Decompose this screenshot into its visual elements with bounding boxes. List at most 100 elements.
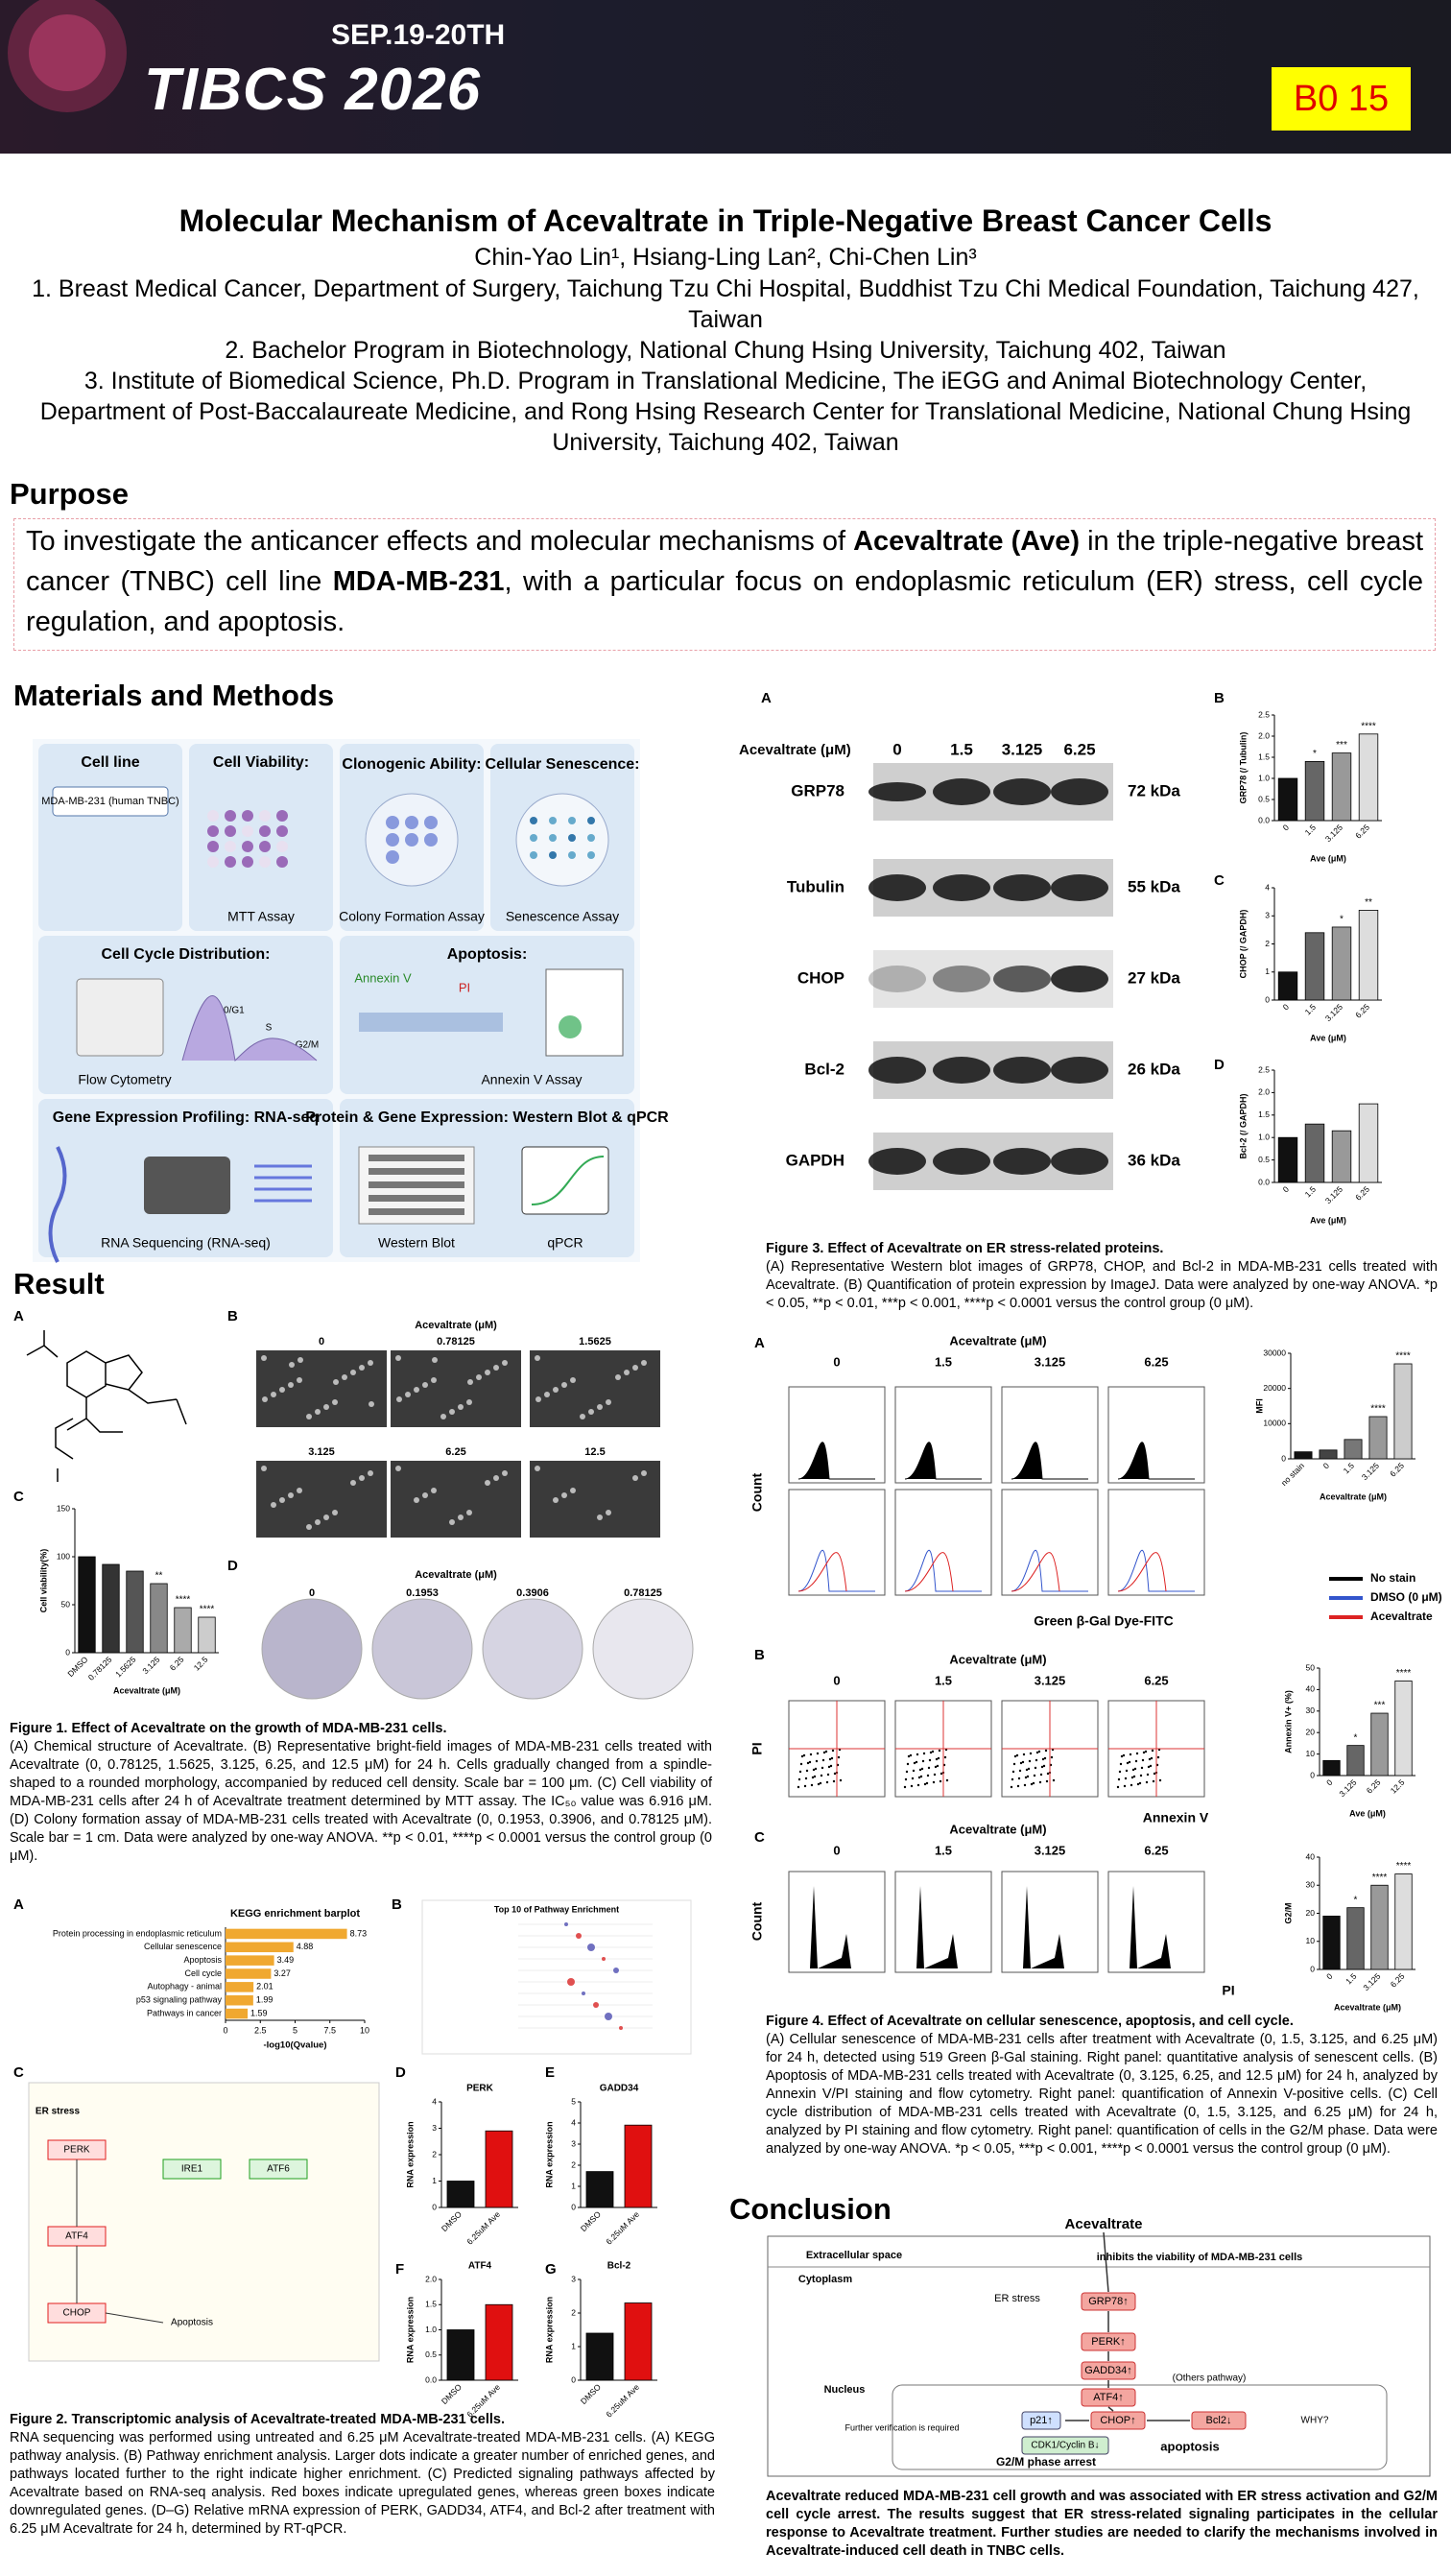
- icon: [405, 833, 418, 847]
- text: in the triple-negative breast cancer (TN…: [26, 526, 1423, 597]
- value-label: 2.01: [256, 1982, 274, 1992]
- cell: [502, 1360, 508, 1366]
- diagram-label: Acevaltrate: [1065, 2216, 1143, 2232]
- cell: [306, 1524, 312, 1530]
- y-tick-label: 1.5: [425, 2300, 437, 2309]
- cell: [306, 1414, 312, 1419]
- flow-dot: [828, 1757, 832, 1761]
- x-tick-label: 6.25: [1388, 1461, 1406, 1479]
- cell: [405, 1392, 411, 1397]
- flow-dot: [1040, 1765, 1044, 1769]
- y-tick-label: 1.0: [425, 2325, 437, 2334]
- y-tick-label: 20: [1306, 1727, 1316, 1736]
- flow-dot: [830, 1756, 834, 1760]
- x-tick-label: 0: [1281, 1002, 1292, 1013]
- y-tick-label: 0.0: [1258, 815, 1270, 824]
- label: 72 kDa: [1128, 781, 1180, 799]
- bar: [174, 1607, 192, 1654]
- cell: [342, 1374, 347, 1380]
- caption-body: (A) Representative Western blot images o…: [766, 1259, 1438, 1311]
- micrograph: [530, 1461, 660, 1538]
- cell: [422, 1382, 428, 1388]
- histogram: [1011, 1442, 1088, 1480]
- x-tick-label: 3.125: [140, 1655, 161, 1676]
- protein-box: [1090, 2411, 1146, 2430]
- bar: [1277, 1136, 1298, 1183]
- icon: [276, 856, 288, 868]
- label: Annexin V Assay: [481, 1072, 582, 1087]
- blot-band: [933, 874, 990, 901]
- icon: [369, 1155, 464, 1161]
- icon: [242, 825, 253, 837]
- header-band: [0, 0, 1451, 154]
- significance-label: ****: [1396, 1861, 1412, 1872]
- flow-dot: [1142, 1751, 1146, 1754]
- flow-dot: [915, 1760, 918, 1764]
- flow-dot: [935, 1757, 939, 1761]
- blot-band: [1051, 778, 1108, 805]
- text: To investigate the anticancer effects an…: [26, 526, 854, 557]
- flow-dot: [1147, 1765, 1151, 1769]
- y-tick-label: 1.5: [1258, 1109, 1270, 1119]
- label: Flow Cytometry: [78, 1072, 171, 1087]
- diagram-label: inhibits the viability of MDA-MB-231 cel…: [1097, 2252, 1303, 2263]
- flow-dot: [1119, 1762, 1123, 1766]
- flow-dot: [1136, 1782, 1140, 1786]
- label: Clonogenic Ability:: [342, 756, 481, 773]
- y-tick-label: 1: [571, 2341, 576, 2350]
- x-axis-label: Ave (μM): [1349, 1808, 1386, 1818]
- flow-dot: [1152, 1779, 1155, 1783]
- icon: [207, 825, 219, 837]
- bar: [126, 1570, 144, 1654]
- flow-dot: [1029, 1752, 1033, 1755]
- flow-dot: [1149, 1764, 1153, 1768]
- label: PI: [749, 1742, 765, 1754]
- x-tick-label: 6.25uM Ave: [604, 2209, 641, 2247]
- x-axis-label: Acevaltrate (μM): [1334, 2002, 1401, 2012]
- panel-letter: A: [754, 1335, 765, 1351]
- bar: [485, 2303, 513, 2381]
- significance-label: **: [1365, 897, 1372, 908]
- x-tick-label: 3.125: [1323, 1184, 1344, 1205]
- enrichment-dot: [593, 2002, 599, 2008]
- purpose-text: To investigate the anticancer effects an…: [13, 518, 1436, 651]
- flow-dot: [1026, 1775, 1030, 1778]
- flow-dot: [803, 1784, 807, 1788]
- flow-dot: [1122, 1753, 1126, 1757]
- label: 0: [833, 1354, 840, 1369]
- section-heading: Conclusion: [729, 2192, 892, 2226]
- flow-plot: [1001, 1489, 1099, 1596]
- cell: [368, 1470, 373, 1476]
- icon: [259, 810, 271, 822]
- flow-dot: [945, 1778, 949, 1782]
- cell: [485, 1480, 490, 1486]
- cell: [493, 1475, 499, 1481]
- label: Acevaltrate (μM): [415, 1320, 497, 1331]
- cell: [588, 1409, 594, 1415]
- flow-dot: [831, 1749, 835, 1753]
- y-tick-label: 2: [432, 2149, 437, 2159]
- enrichment-dot: [582, 1992, 585, 1995]
- gene-box: [162, 2159, 222, 2180]
- x-tick-label: 6.25: [1353, 1002, 1371, 1020]
- flow-dot: [820, 1774, 823, 1777]
- icon: [225, 810, 236, 822]
- label: ATF4: [65, 2231, 88, 2242]
- x-axis-label: Acevaltrate (μM): [113, 1685, 180, 1695]
- label: Acevaltrate (μM): [949, 1333, 1046, 1348]
- flow-dot: [822, 1751, 826, 1754]
- y-tick-label: 20: [1306, 1908, 1316, 1918]
- caption-title: Figure 1. Effect of Acevaltrate on the g…: [10, 1721, 447, 1736]
- protein-box: [1081, 2388, 1136, 2407]
- affiliation: 3. Institute of Biomedical Science, Ph.D…: [39, 368, 1412, 456]
- panel-letter: B: [1214, 690, 1225, 706]
- cell: [467, 1379, 473, 1385]
- flow-dot: [1052, 1778, 1056, 1782]
- enrichment-dot: [613, 1968, 619, 1973]
- poster-badge: B0 15: [1272, 67, 1411, 131]
- colony-plate: [592, 1598, 694, 1700]
- flow-dot: [1030, 1782, 1034, 1786]
- bold-text: Acevaltrate (Ave): [853, 526, 1081, 557]
- diagram-label: WHY?: [1301, 2416, 1329, 2426]
- cell: [332, 1399, 338, 1405]
